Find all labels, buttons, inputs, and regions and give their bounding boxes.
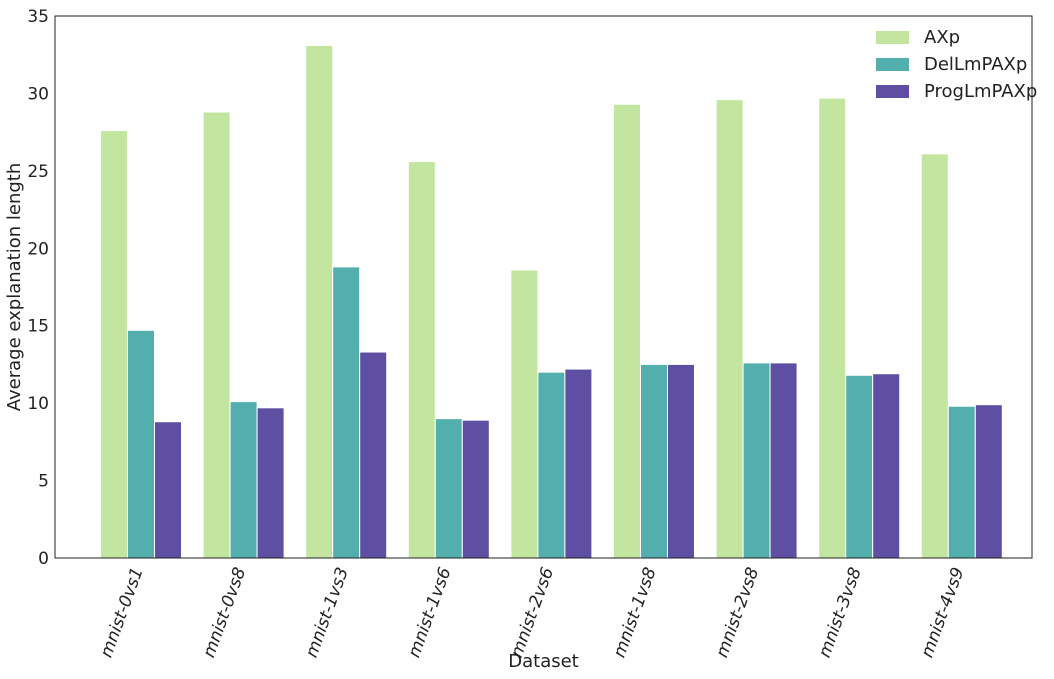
bar-axp-mnist-2vs8	[715, 99, 744, 559]
bar-proglmpaxp-mnist-3vs8	[872, 373, 901, 559]
legend-swatch-proglmpaxp	[876, 85, 909, 98]
bar-proglmpaxp-mnist-1vs8	[667, 363, 695, 559]
y-axis-ticks: 0 5 10 15 20 25 30 35	[27, 7, 49, 569]
bars-group	[100, 44, 1003, 559]
legend-swatch-axp	[876, 31, 909, 44]
x-tick-label: mnist-1vs8	[610, 565, 661, 661]
y-axis-label: Average explanation length	[4, 163, 25, 412]
x-axis-label: Dataset	[508, 651, 579, 672]
bar-dellmpaxp-mnist-4vs9	[947, 405, 976, 559]
bar-axp-mnist-0vs1	[100, 130, 128, 559]
bar-dellmpaxp-mnist-1vs8	[640, 363, 668, 559]
x-tick-label: mnist-3vs8	[815, 565, 866, 661]
x-tick-label: mnist-2vs8	[712, 565, 763, 661]
bar-proglmpaxp-mnist-1vs6	[461, 419, 490, 559]
bar-dellmpaxp-mnist-1vs6	[434, 418, 463, 559]
bar-axp-mnist-1vs8	[613, 103, 641, 559]
bar-axp-mnist-3vs8	[818, 97, 847, 559]
bar-dellmpaxp-mnist-0vs1	[127, 329, 155, 559]
bar-dellmpaxp-mnist-2vs8	[742, 362, 771, 559]
bar-proglmpaxp-mnist-2vs8	[769, 362, 798, 559]
legend-label: AXp	[924, 27, 960, 48]
bar-dellmpaxp-mnist-1vs3	[332, 266, 361, 559]
x-tick-label: mnist-0vs8	[199, 565, 250, 661]
y-tick-label: 30	[27, 84, 49, 104]
bar-axp-mnist-1vs3	[305, 44, 334, 559]
x-axis-ticks: mnist-0vs1 mnist-0vs8 mnist-1vs3 mnist-1vs6…	[97, 565, 969, 661]
x-tick-label: mnist-4vs9	[917, 565, 968, 660]
bar-dellmpaxp-mnist-3vs8	[845, 374, 874, 559]
y-tick-label: 20	[27, 239, 49, 259]
y-tick-label: 5	[38, 472, 49, 492]
bar-axp-mnist-1vs6	[407, 161, 436, 559]
legend-label: ProgLmPAXp	[924, 81, 1037, 102]
x-tick-label: mnist-0vs1	[97, 565, 148, 660]
bar-proglmpaxp-mnist-0vs1	[154, 421, 182, 559]
y-tick-label: 0	[38, 549, 49, 569]
plot-frame	[54, 15, 1033, 559]
x-tick-label: mnist-2vs6	[507, 565, 558, 661]
x-tick-label: mnist-1vs3	[302, 565, 353, 660]
y-tick-label: 10	[27, 394, 49, 414]
bar-proglmpaxp-mnist-0vs8	[256, 407, 285, 559]
y-tick-label: 35	[27, 7, 49, 27]
y-tick-label: 25	[27, 162, 49, 182]
bar-proglmpaxp-mnist-1vs3	[359, 351, 388, 559]
bar-proglmpaxp-mnist-4vs9	[974, 404, 1003, 559]
bar-axp-mnist-2vs6	[510, 269, 539, 559]
bar-axp-mnist-4vs9	[920, 153, 949, 559]
x-tick-label: mnist-1vs6	[404, 565, 455, 661]
bar-dellmpaxp-mnist-0vs8	[229, 401, 258, 559]
legend-label: DelLmPAXp	[924, 54, 1027, 75]
legend-swatch-dellmpaxp	[876, 58, 909, 71]
y-tick-label: 15	[27, 317, 49, 337]
legend: AXp DelLmPAXp ProgLmPAXp	[876, 27, 1037, 102]
bar-axp-mnist-0vs8	[202, 111, 231, 559]
bar-proglmpaxp-mnist-2vs6	[564, 368, 593, 559]
bar-dellmpaxp-mnist-2vs6	[537, 371, 566, 559]
